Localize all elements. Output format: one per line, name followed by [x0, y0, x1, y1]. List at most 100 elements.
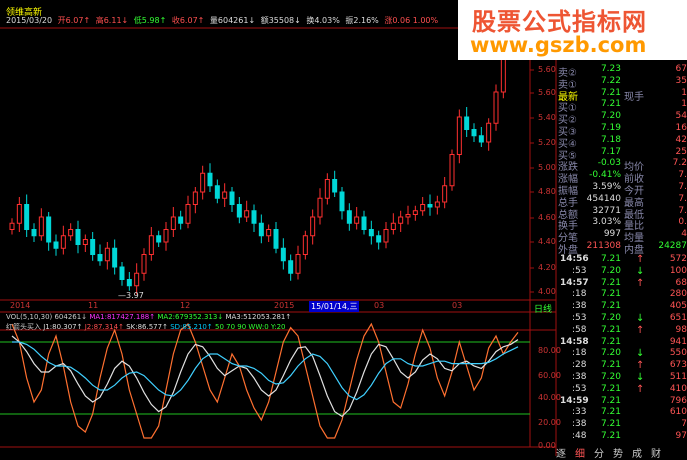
date-tick: 2014: [10, 301, 31, 310]
arrow-down-icon: ↓: [636, 313, 645, 324]
candle-up: [354, 216, 360, 224]
tick-time: :18: [572, 348, 587, 359]
stat-label: 涨跌: [558, 162, 578, 174]
price-tick: 4.20: [538, 263, 556, 272]
period-selector[interactable]: 日线: [534, 305, 553, 315]
tick-price: 7.21: [600, 360, 621, 371]
tab-2[interactable]: 分: [594, 449, 604, 460]
tick-volume: 7: [681, 419, 687, 430]
tick-row: :33 7.21 610: [558, 407, 687, 419]
order-book-row[interactable]: 买⑤ 7.17 25: [558, 147, 687, 162]
candle-up: [405, 214, 411, 218]
candle-up: [16, 204, 22, 224]
candle-up: [420, 204, 426, 212]
tick-volume: 550: [669, 348, 687, 359]
stat-row: 分笔 997 均量 4: [558, 229, 687, 244]
candle-up: [104, 247, 110, 262]
ind-levels: 50 70 90 WW:0 Y:20: [215, 323, 286, 331]
order-label2: 现手: [624, 91, 644, 103]
tick-row: :28 7.21 ↑ 673: [558, 360, 687, 372]
order-book-row[interactable]: 最新 7.21 现手 1: [558, 88, 687, 103]
indicator-tick: 0.00: [538, 441, 556, 450]
stat-label: 总额: [558, 209, 578, 221]
candle-down: [288, 260, 294, 274]
stat-row: 涨跌 -0.03 均价 7.2: [558, 158, 687, 174]
tab-5[interactable]: 财: [651, 449, 661, 460]
candle-down: [471, 129, 477, 137]
right-tabs: 逐细分势成财: [556, 445, 687, 460]
tick-row: 14:58 7.21 941: [558, 337, 687, 349]
candle-up: [68, 229, 74, 237]
ind-sk: SK:86.577↑: [126, 323, 168, 331]
order-volume: 1: [681, 99, 687, 110]
stat-label: 总手: [558, 197, 578, 209]
order-book-row[interactable]: 卖② 7.23 67: [558, 64, 687, 79]
cursor-date: 15/01/14,三: [309, 301, 360, 312]
info-change: 涨0.06 1.00%: [384, 16, 439, 25]
order-book-row[interactable]: 买② 7.20 54: [558, 111, 687, 127]
tick-row: :38 7.21 7: [558, 419, 687, 431]
order-book-row[interactable]: 卖① 7.22 35: [558, 75, 687, 91]
order-price: 7.20: [600, 111, 621, 122]
tab-1[interactable]: 细: [575, 449, 585, 460]
tick-time: :18: [572, 289, 587, 300]
candle-down: [46, 216, 52, 243]
candle-down: [229, 191, 235, 205]
stat-value2: 7.: [678, 205, 687, 216]
candle-down: [478, 135, 484, 143]
candle-up: [200, 172, 206, 193]
arrow-down-icon: ↓: [636, 372, 645, 383]
stat-value: 454140: [586, 193, 621, 204]
stat-row: 总额 32771 最低 7.: [558, 205, 687, 221]
price-tick: 5.00: [538, 163, 556, 172]
order-book-row[interactable]: 买① 7.21 1: [558, 99, 687, 114]
watermark-url: www.gszb.com: [470, 33, 647, 57]
indicator-tick: 80.00: [538, 346, 561, 355]
order-volume: 54: [675, 111, 687, 122]
price-tick: 5.40: [538, 113, 556, 122]
tick-volume: 610: [669, 407, 687, 418]
tab-3[interactable]: 势: [613, 449, 623, 460]
order-book-row[interactable]: 买③ 7.19 16: [558, 123, 687, 138]
info-turnover: 换4.03%: [306, 16, 340, 25]
candle-up: [442, 185, 448, 203]
tick-price: 7.21: [600, 336, 621, 347]
stat-label2: 最低: [624, 209, 644, 221]
candle-down: [339, 191, 345, 212]
candle-up: [486, 122, 492, 143]
order-price: 7.22: [600, 75, 621, 86]
stat-label: 外盘: [558, 245, 578, 256]
ind-name: 红箭头买入: [6, 323, 41, 331]
tab-4[interactable]: 成: [632, 449, 642, 460]
candle-up: [141, 254, 147, 274]
candle-up: [170, 216, 176, 230]
order-label: 买②: [558, 115, 577, 127]
tick-volume: 572: [669, 254, 687, 264]
info-date: 2015/03/20: [6, 16, 53, 25]
candle-down: [427, 204, 433, 208]
tick-time: :53: [572, 313, 587, 323]
tick-price: 7.21: [600, 254, 621, 264]
tick-volume: 68: [675, 277, 687, 288]
order-book-row[interactable]: 买④ 7.18 42: [558, 135, 687, 150]
candle-down: [24, 204, 30, 230]
tab-0[interactable]: 逐: [556, 449, 566, 460]
tick-price: 7.20: [600, 313, 621, 323]
candle-down: [90, 239, 96, 255]
ind-j2: J2:87.314↑: [84, 323, 124, 331]
candle-down: [207, 172, 213, 187]
low-marker-value: 3.97: [126, 291, 144, 300]
candle-up: [60, 235, 66, 249]
price-tick: 5.20: [538, 138, 556, 147]
tick-volume: 511: [669, 372, 687, 382]
candle-up: [163, 229, 169, 243]
ohlc-info-bar: 2015/03/20 开6.07↑ 高6.11↓ 低5.98↑ 收6.07↑ 量…: [6, 15, 441, 26]
candle-down: [178, 216, 184, 224]
price-tick: 5.60: [538, 65, 556, 74]
order-label: 卖①: [558, 79, 577, 91]
tick-row: :38 7.20 ↓ 511: [558, 372, 687, 384]
candle-up: [412, 210, 418, 215]
date-tick: 03: [452, 301, 463, 310]
candle-up: [185, 204, 191, 224]
